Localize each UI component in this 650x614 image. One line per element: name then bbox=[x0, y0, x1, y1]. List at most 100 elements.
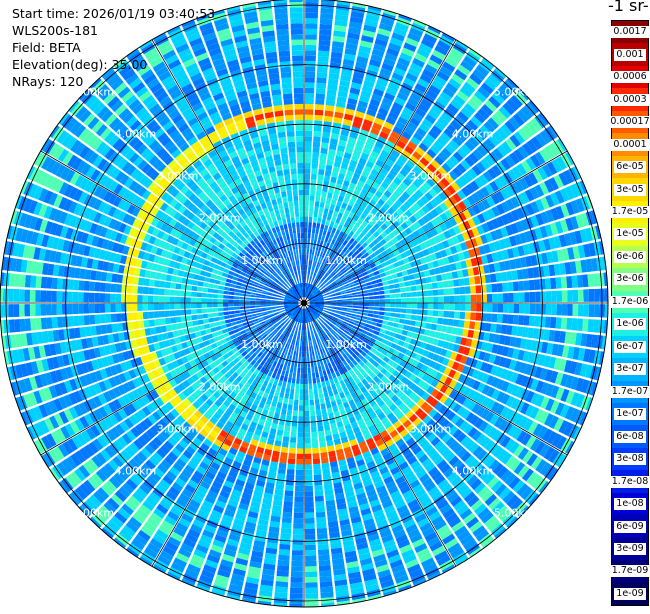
data-cell bbox=[59, 335, 64, 336]
data-cell bbox=[214, 138, 217, 143]
data-cell bbox=[353, 33, 354, 38]
data-cell bbox=[160, 487, 163, 491]
data-cell bbox=[96, 276, 101, 277]
data-cell bbox=[191, 95, 194, 100]
data-cell bbox=[493, 223, 498, 225]
data-cell bbox=[236, 139, 238, 144]
data-cell bbox=[231, 405, 234, 409]
data-cell bbox=[478, 229, 483, 231]
data-cell bbox=[123, 490, 127, 494]
data-cell bbox=[274, 424, 275, 429]
data-cell bbox=[277, 100, 278, 105]
data-cell bbox=[67, 233, 72, 235]
data-cell bbox=[461, 264, 466, 265]
data-cell bbox=[255, 400, 257, 405]
data-cell bbox=[173, 539, 176, 544]
data-cell bbox=[266, 405, 268, 410]
data-cell bbox=[248, 390, 251, 395]
data-cell bbox=[474, 120, 478, 124]
data-cell bbox=[207, 335, 212, 337]
data-cell bbox=[148, 155, 152, 159]
data-cell bbox=[432, 62, 435, 67]
data-cell bbox=[20, 325, 25, 326]
data-cell bbox=[162, 387, 167, 390]
data-cell bbox=[36, 224, 41, 226]
data-cell bbox=[41, 395, 46, 397]
data-cell bbox=[425, 141, 428, 145]
data-cell bbox=[182, 260, 187, 262]
data-cell bbox=[468, 160, 472, 163]
data-cell bbox=[414, 233, 419, 236]
data-cell bbox=[48, 242, 53, 243]
data-cell bbox=[245, 226, 248, 230]
data-cell bbox=[386, 229, 390, 233]
data-cell bbox=[271, 548, 272, 553]
data-cell bbox=[351, 44, 352, 49]
data-cell bbox=[19, 250, 24, 251]
data-cell bbox=[258, 109, 259, 114]
data-cell bbox=[512, 228, 517, 230]
data-cell bbox=[237, 76, 239, 81]
data-cell bbox=[158, 370, 163, 372]
data-cell bbox=[121, 162, 125, 165]
data-cell bbox=[243, 388, 246, 392]
data-cell bbox=[199, 278, 204, 279]
data-cell bbox=[236, 462, 238, 467]
data-cell bbox=[521, 237, 526, 239]
data-cell bbox=[554, 165, 559, 168]
data-cell bbox=[176, 286, 181, 287]
data-cell bbox=[254, 468, 256, 473]
data-cell bbox=[252, 227, 255, 232]
data-cell bbox=[536, 175, 541, 178]
data-cell bbox=[493, 198, 498, 201]
data-cell bbox=[172, 279, 177, 280]
data-cell bbox=[279, 198, 280, 203]
data-cell bbox=[508, 160, 512, 163]
data-cell bbox=[142, 179, 146, 182]
data-cell bbox=[16, 340, 21, 341]
data-cell bbox=[134, 199, 139, 202]
data-cell bbox=[365, 280, 370, 282]
data-cell bbox=[281, 225, 283, 230]
data-cell bbox=[488, 142, 492, 146]
data-cell bbox=[197, 148, 200, 152]
data-cell bbox=[356, 83, 357, 88]
data-cell bbox=[288, 218, 289, 223]
data-cell bbox=[182, 344, 187, 346]
data-cell bbox=[76, 222, 81, 224]
data-cell bbox=[502, 231, 507, 233]
data-cell bbox=[90, 215, 95, 217]
data-cell bbox=[260, 211, 262, 216]
data-cell bbox=[404, 89, 406, 94]
data-cell bbox=[367, 167, 369, 172]
data-cell bbox=[489, 104, 493, 108]
data-cell bbox=[180, 500, 183, 505]
data-cell bbox=[337, 218, 339, 223]
data-cell bbox=[434, 163, 438, 167]
data-cell bbox=[256, 309, 261, 310]
data-cell bbox=[46, 408, 51, 410]
data-cell bbox=[396, 166, 399, 170]
data-cell bbox=[182, 359, 187, 361]
data-cell bbox=[280, 171, 281, 176]
data-cell bbox=[104, 454, 108, 457]
data-cell bbox=[402, 207, 406, 211]
data-cell bbox=[56, 257, 61, 258]
data-cell bbox=[135, 333, 140, 334]
data-cell bbox=[384, 245, 388, 248]
data-cell bbox=[47, 323, 52, 324]
data-cell bbox=[32, 338, 37, 339]
data-cell bbox=[277, 506, 278, 511]
data-cell bbox=[351, 104, 352, 109]
data-cell bbox=[448, 241, 453, 243]
data-cell bbox=[170, 320, 175, 321]
data-cell bbox=[218, 229, 222, 233]
data-cell bbox=[149, 196, 153, 199]
data-cell bbox=[547, 200, 552, 202]
data-cell bbox=[113, 122, 117, 126]
data-cell bbox=[482, 90, 486, 94]
data-cell bbox=[285, 399, 286, 404]
data-cell bbox=[105, 350, 110, 351]
data-cell bbox=[426, 156, 430, 160]
data-cell bbox=[324, 46, 325, 51]
